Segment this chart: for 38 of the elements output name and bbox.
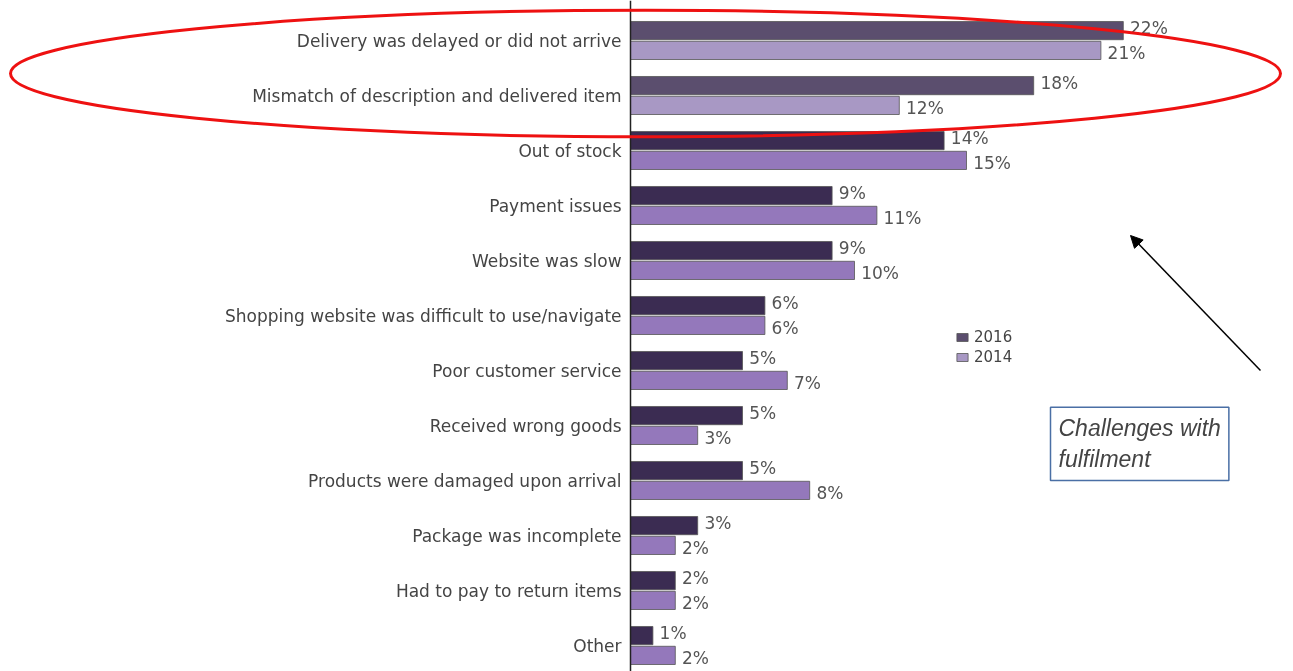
data-label: 11% — [883, 208, 922, 229]
data-label: 7% — [794, 373, 821, 394]
y-tick-label: Products were damaged upon arrival — [308, 470, 622, 491]
y-tick-label: Payment issues — [489, 195, 622, 216]
data-label: 15% — [973, 153, 1012, 174]
data-label: 2% — [682, 567, 709, 588]
data-label: 2% — [682, 593, 709, 614]
y-tick-label: Out of stock — [518, 140, 622, 161]
data-label: 21% — [1107, 43, 1146, 64]
data-label: 6% — [771, 318, 799, 339]
data-label: 14% — [950, 127, 989, 148]
y-tick-label: Other — [573, 635, 622, 656]
annotation: Challenges with fulfilment — [1058, 415, 1221, 473]
data-label: 3% — [704, 512, 732, 533]
y-tick-label: Website was slow — [471, 250, 622, 271]
y-tick-label: Delivery was delayed or did not arrive — [296, 30, 622, 51]
data-label: 5% — [749, 347, 777, 368]
legend-label: 2016 — [974, 328, 1013, 346]
data-label: 10% — [861, 263, 900, 284]
y-tick-label: Mismatch of description and delivered item — [252, 85, 622, 106]
y-tick-label: Received wrong goods — [429, 415, 622, 436]
data-label: 6% — [771, 292, 799, 313]
y-tick-label: Package was incomplete — [412, 525, 622, 546]
data-label: 12% — [906, 98, 944, 119]
data-label: 18% — [1040, 72, 1079, 93]
data-label: 1% — [659, 622, 687, 643]
y-tick-label: Shopping website was difficult to use/navigate — [225, 305, 622, 326]
y-tick-label: Had to pay to return items — [395, 580, 622, 601]
legend-label: 2014 — [974, 348, 1013, 366]
data-label: 8% — [816, 483, 844, 504]
data-label: 5% — [749, 402, 777, 423]
data-label: 3% — [704, 428, 732, 449]
data-label: 5% — [749, 457, 777, 478]
data-label: 9% — [838, 237, 866, 258]
data-label: 9% — [838, 182, 866, 203]
data-label: 2% — [682, 538, 709, 559]
y-tick-label: Poor customer service — [432, 360, 622, 381]
data-label: 2% — [682, 648, 709, 669]
